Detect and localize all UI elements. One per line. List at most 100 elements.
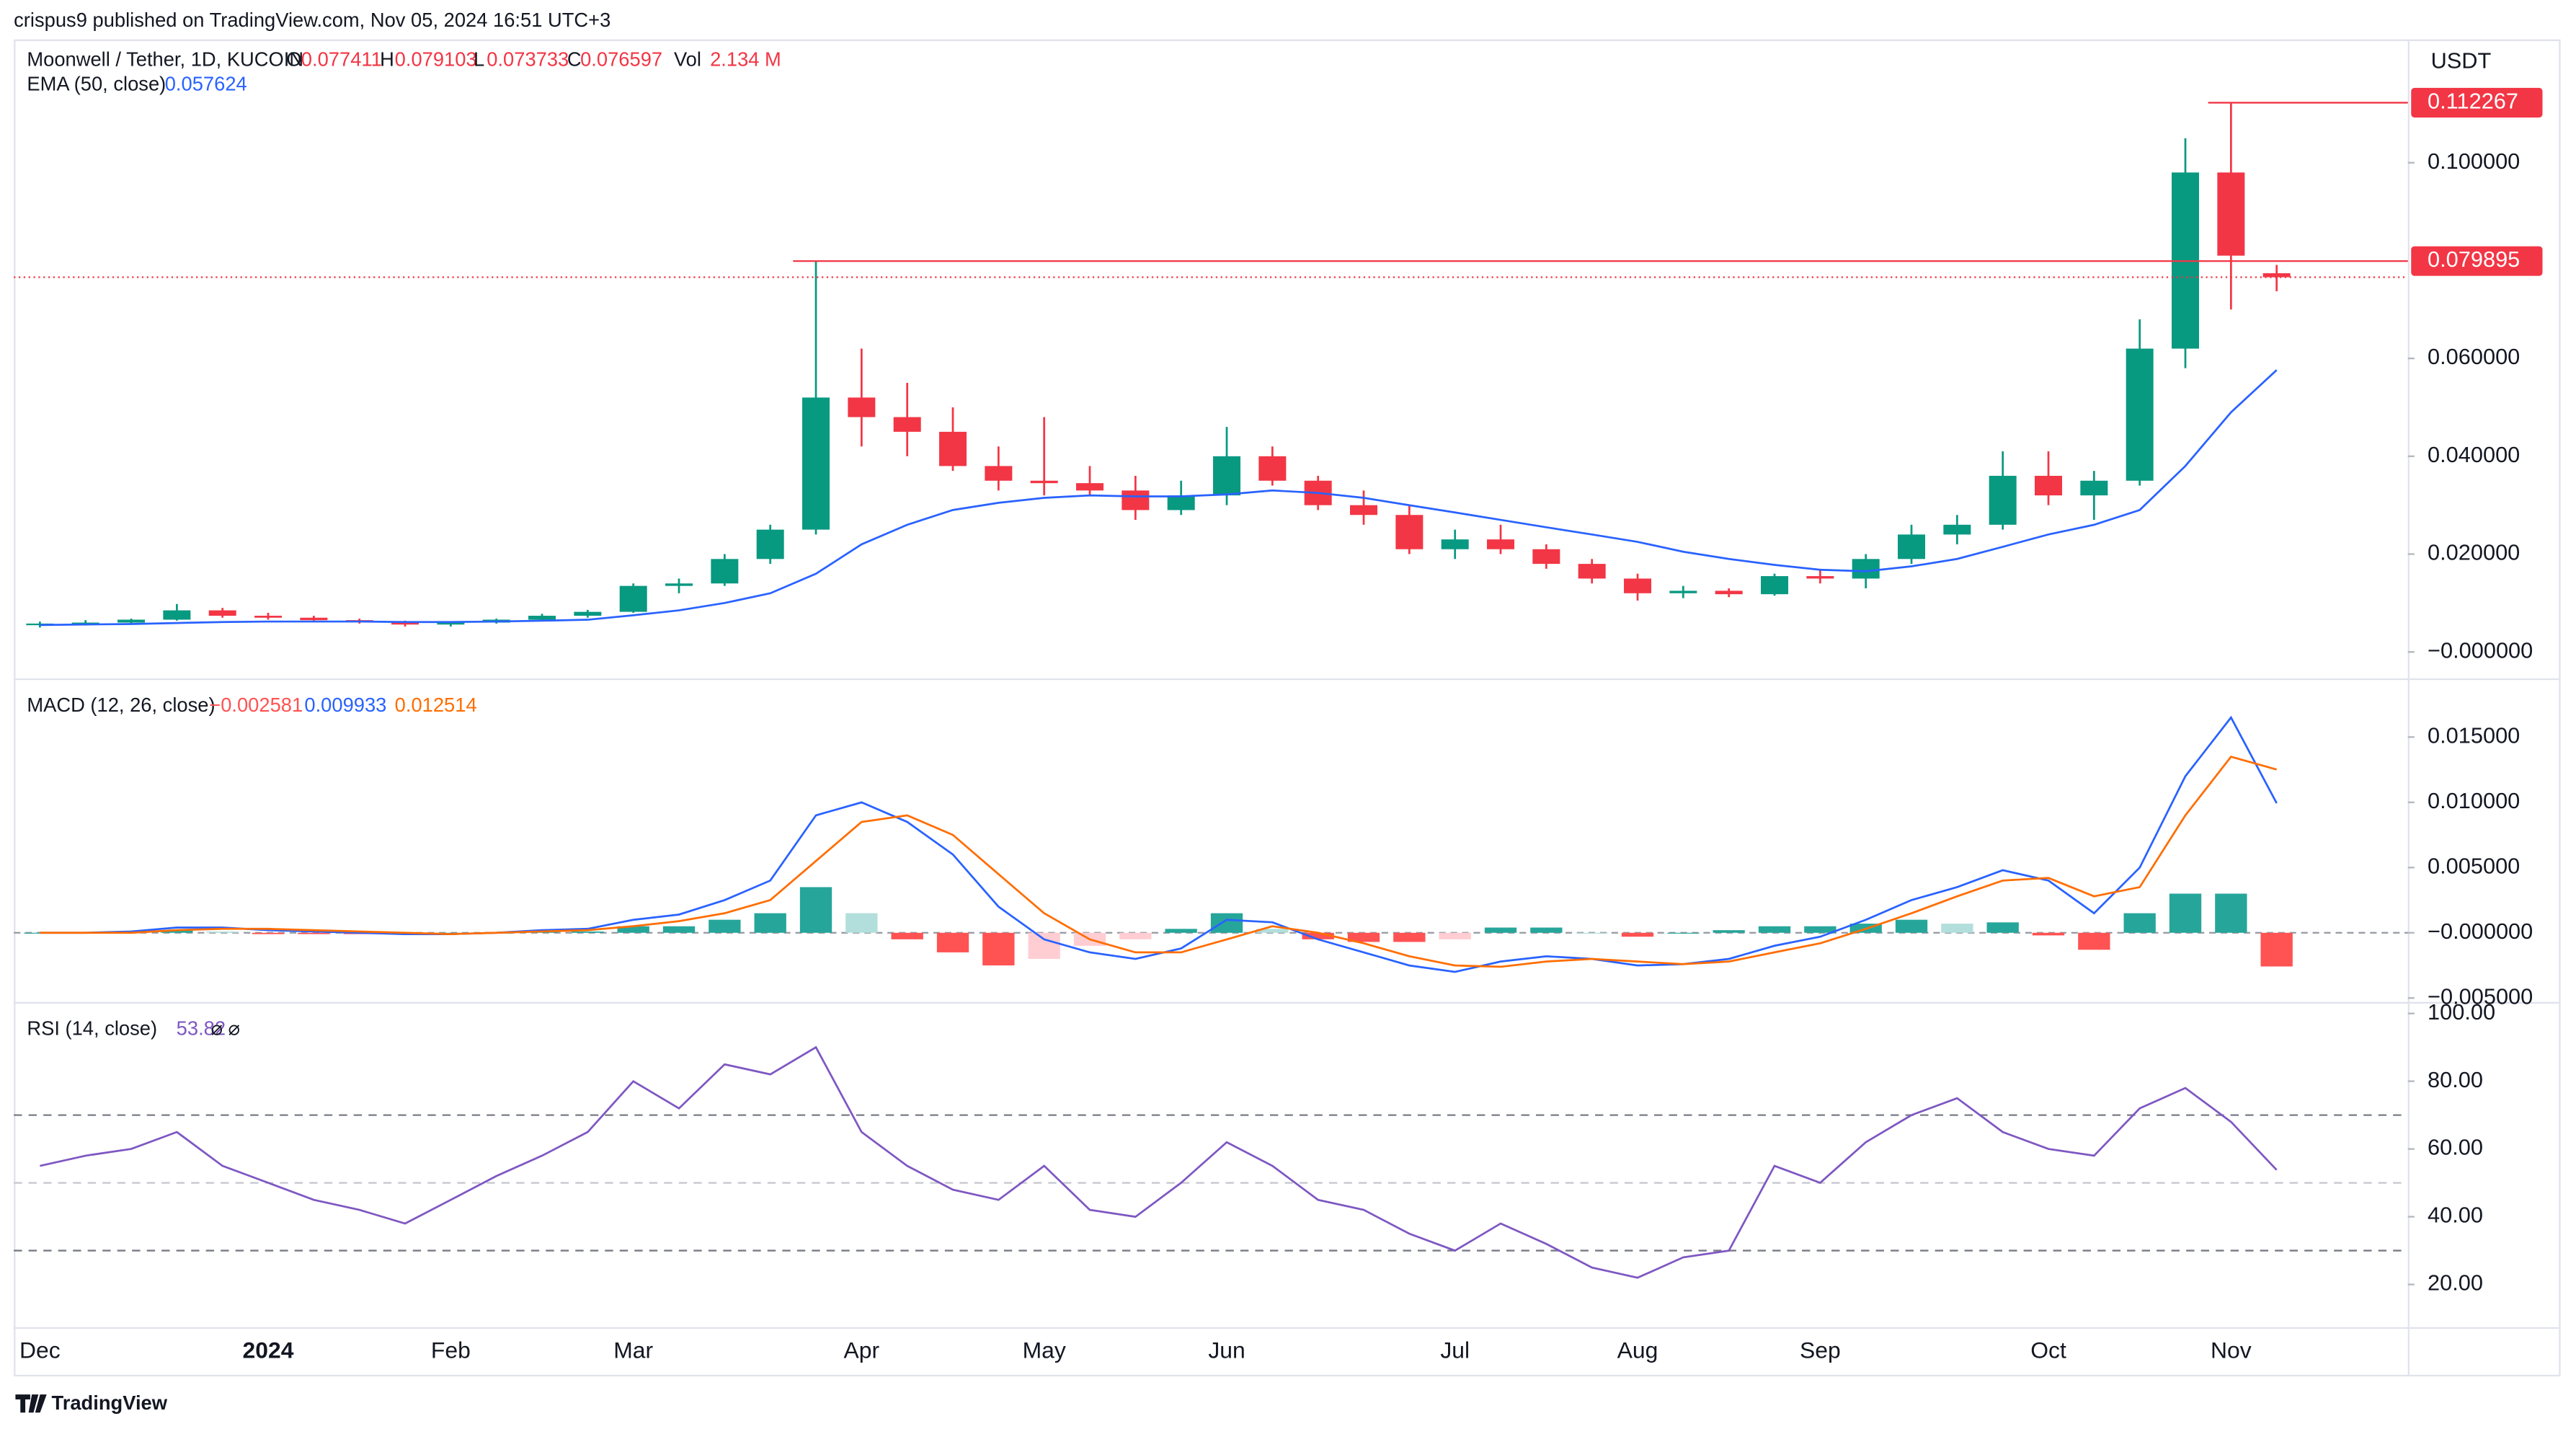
brand-logo bbox=[15, 1394, 47, 1413]
y-tick-label: −0.000000 bbox=[2428, 919, 2533, 944]
y-tick-label: 0.100000 bbox=[2428, 149, 2520, 174]
rsi-value: 53.82 bbox=[177, 1017, 226, 1040]
histogram-bar bbox=[1941, 924, 1973, 933]
x-tick-label: May bbox=[1023, 1337, 1066, 1363]
histogram-bar bbox=[1439, 932, 1471, 939]
ohlc-value: 0.077411 bbox=[301, 48, 382, 71]
histogram-bar bbox=[1804, 926, 1836, 933]
candle-body bbox=[208, 610, 236, 616]
candle-body bbox=[1395, 515, 1424, 549]
y-tick-label: 20.00 bbox=[2428, 1270, 2483, 1296]
candle-body bbox=[1350, 505, 1378, 516]
candle-body bbox=[117, 619, 146, 623]
histogram-bar bbox=[1986, 922, 2019, 933]
histogram-bar bbox=[1621, 932, 1654, 937]
x-tick-label: Dec bbox=[19, 1337, 61, 1363]
histogram-bar bbox=[1758, 926, 1791, 933]
candle-body bbox=[1441, 539, 1469, 549]
currency-label: USDT bbox=[2431, 48, 2492, 74]
rsi-title: RSI (14, close) bbox=[27, 1017, 157, 1040]
histogram-bar bbox=[617, 926, 649, 933]
candle-body bbox=[1943, 524, 1971, 535]
y-tick-label: 0.040000 bbox=[2428, 442, 2520, 467]
y-tick-label: −0.000000 bbox=[2428, 637, 2533, 663]
histogram-bar bbox=[2215, 893, 2247, 933]
histogram-bar bbox=[891, 932, 923, 939]
candle-body bbox=[1532, 549, 1560, 565]
ohlc-key: Vol bbox=[674, 48, 701, 71]
histogram-bar bbox=[1347, 932, 1380, 942]
y-tick-label: 0.015000 bbox=[2428, 722, 2520, 748]
histogram-bar bbox=[161, 930, 193, 933]
x-tick-label: Jun bbox=[1208, 1337, 1245, 1363]
ohlc-value: 2.134 M bbox=[710, 48, 781, 71]
candle-body bbox=[1989, 475, 2017, 525]
histogram-bar bbox=[1576, 932, 1608, 934]
candle-body bbox=[1258, 456, 1287, 481]
macd-value: 0.009933 bbox=[304, 694, 386, 716]
macd-value: 0.012514 bbox=[395, 694, 477, 716]
y-tick-label: 0.020000 bbox=[2428, 540, 2520, 565]
histogram-bar bbox=[1256, 929, 1289, 933]
candle-body bbox=[2217, 172, 2245, 256]
candle-body bbox=[619, 585, 647, 612]
histogram-bar bbox=[662, 926, 696, 933]
x-tick-label: 2024 bbox=[243, 1337, 294, 1363]
chart-frame bbox=[14, 39, 2561, 1377]
histogram-bar bbox=[1713, 930, 1745, 933]
candle-body bbox=[1167, 495, 1195, 510]
symbol-title: Moonwell / Tether, 1D, KUCOIN bbox=[27, 48, 303, 71]
histogram-bar bbox=[1165, 929, 1197, 933]
histogram-bar bbox=[799, 887, 832, 933]
macd-title: MACD (12, 26, close) bbox=[27, 694, 215, 716]
candle-body bbox=[391, 621, 419, 625]
histogram-bar bbox=[24, 932, 56, 934]
candle-body bbox=[1624, 578, 1652, 593]
candle-body bbox=[1715, 590, 1743, 595]
histogram-bar bbox=[2169, 893, 2202, 933]
indicator-line bbox=[40, 369, 2278, 627]
candle-body bbox=[665, 583, 693, 586]
indicator-line bbox=[40, 1045, 2278, 1279]
candle-body bbox=[437, 622, 465, 625]
histogram-bar bbox=[1895, 919, 1928, 933]
histogram-bar bbox=[1210, 913, 1243, 933]
histogram-bar bbox=[1530, 927, 1563, 933]
candle-body bbox=[528, 616, 556, 620]
histogram-bar bbox=[572, 931, 604, 933]
candle-body bbox=[802, 397, 830, 530]
candle-body bbox=[1213, 456, 1241, 496]
candle-body bbox=[1578, 564, 1606, 579]
candle-body bbox=[1898, 534, 1926, 559]
histogram-bar bbox=[2123, 913, 2156, 933]
candle-body bbox=[985, 466, 1013, 481]
candle-body bbox=[848, 397, 876, 417]
price-level-tag bbox=[2411, 87, 2543, 118]
histogram-bar bbox=[1302, 932, 1334, 939]
y-tick-label: 80.00 bbox=[2428, 1067, 2483, 1092]
histogram-bar bbox=[298, 932, 330, 934]
histogram-bar bbox=[252, 932, 285, 934]
histogram-bar bbox=[845, 913, 878, 933]
indicator-line bbox=[40, 715, 2278, 973]
y-tick-label: 100.00 bbox=[2428, 999, 2495, 1025]
y-tick-label: 0.060000 bbox=[2428, 344, 2520, 369]
candle-body bbox=[711, 559, 739, 584]
candle-body bbox=[1852, 559, 1880, 579]
x-tick-label: Sep bbox=[1800, 1337, 1841, 1363]
candle-body bbox=[574, 611, 602, 616]
candle-body bbox=[893, 417, 921, 432]
candle-body bbox=[300, 617, 328, 621]
price-level-label: 0.079895 bbox=[2428, 247, 2520, 272]
ema-value: 0.057624 bbox=[165, 73, 247, 95]
candle-body bbox=[1669, 590, 1697, 593]
x-tick-label: Aug bbox=[1617, 1337, 1658, 1363]
candle-body bbox=[2035, 475, 2063, 496]
histogram-bar bbox=[1484, 927, 1517, 933]
candle-body bbox=[163, 610, 191, 620]
y-tick-label: 0.005000 bbox=[2428, 853, 2520, 878]
y-tick-label: 60.00 bbox=[2428, 1135, 2483, 1160]
price-level-label: 0.112267 bbox=[2428, 89, 2518, 114]
